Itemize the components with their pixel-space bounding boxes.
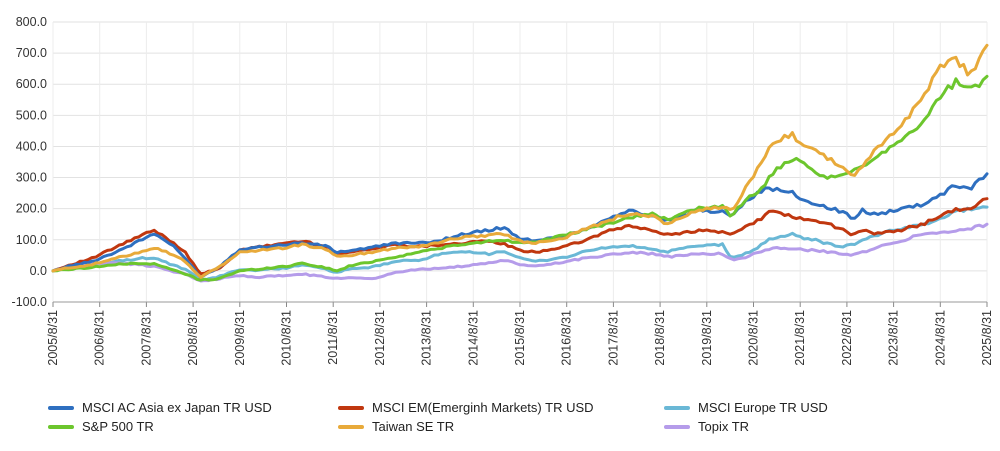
y-tick-label: 500.0 [16,108,47,122]
x-tick-label: 2020/8/31 [747,310,761,366]
legend-swatch-icon [48,405,74,410]
x-tick-label: 2012/8/31 [373,310,387,366]
chart-plot-area: -100.0 0.0 100.0 200.0 300.0 400.0 500.0 600.0 7… [12,15,994,366]
y-tick-label: 100.0 [16,233,47,247]
legend-swatch-icon [664,424,690,429]
legend-item-taiwan[interactable]: Taiwan SE TR [338,419,454,434]
legend-swatch-icon [338,405,364,410]
legend-item-topix[interactable]: Topix TR [664,419,749,434]
x-tick-label: 2018/8/31 [653,310,667,366]
legend-label: S&P 500 TR [82,419,154,434]
grid-lines [52,21,988,303]
x-tick-label: 2017/8/31 [606,310,620,366]
series-lines [51,43,989,283]
y-axis: -100.0 0.0 100.0 200.0 300.0 400.0 500.0 600.0 7… [12,15,48,309]
legend-label: MSCI Europe TR USD [698,400,828,415]
legend-label: MSCI AC Asia ex Japan TR USD [82,400,272,415]
series-line-s-p-500-tr [51,74,989,282]
x-tick-label: 2021/8/31 [793,310,807,366]
series-line-taiwan-se-tr [51,43,989,279]
legend-label: Taiwan SE TR [372,419,455,434]
legend: MSCI AC Asia ex Japan TR USD MSCI EM(Eme… [0,396,1000,446]
x-tick-label: 2019/8/31 [700,310,714,366]
y-tick-label: 800.0 [16,15,47,29]
y-tick-label: 600.0 [16,77,47,91]
x-tick-label: 2007/8/31 [139,310,153,366]
y-tick-label: 300.0 [16,171,47,185]
x-tick-label: 2014/8/31 [466,310,480,366]
legend-swatch-icon [338,424,364,429]
x-tick-label: 2023/8/31 [887,310,901,366]
legend-item-europe[interactable]: MSCI Europe TR USD [664,400,828,415]
x-tick-label: 2022/8/31 [840,310,854,366]
legend-swatch-icon [48,424,74,429]
legend-item-asia[interactable]: MSCI AC Asia ex Japan TR USD [48,400,272,415]
x-tick-label: 2025/8/31 [980,310,994,366]
x-tick-label: 2016/8/31 [560,310,574,366]
legend-label: Topix TR [698,419,750,434]
legend-swatch-icon [664,405,690,410]
x-tick-label: 2009/8/31 [233,310,247,366]
y-tick-label: 400.0 [16,139,47,153]
legend-item-sp500[interactable]: S&P 500 TR [48,419,154,434]
x-tick-label: 2006/8/31 [93,310,107,366]
x-tick-label: 2010/8/31 [280,310,294,366]
y-tick-label: 700.0 [16,46,47,60]
y-tick-label: 200.0 [16,202,47,216]
x-axis: 2005/8/31 2006/8/31 2007/8/31 2008/8/31 2009… [46,301,994,366]
x-tick-label: 2011/8/31 [326,310,340,365]
x-tick-label: 2008/8/31 [186,310,200,366]
x-tick-label: 2005/8/31 [46,310,60,366]
x-tick-label: 2024/8/31 [933,310,947,366]
legend-label: MSCI EM(Emerginh Markets) TR USD [372,400,594,415]
y-tick-label: -100.0 [12,295,47,309]
x-tick-label: 2013/8/31 [420,310,434,366]
y-tick-label: 0.0 [30,264,47,278]
legend-item-em[interactable]: MSCI EM(Emerginh Markets) TR USD [338,400,594,415]
x-tick-label: 2015/8/31 [513,310,527,366]
